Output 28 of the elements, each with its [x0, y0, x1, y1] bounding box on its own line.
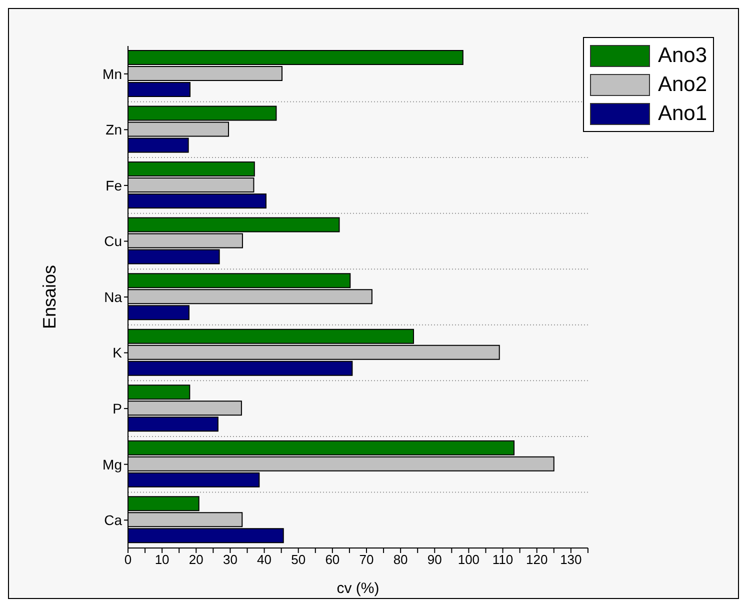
x-tick-label: 60	[325, 552, 340, 568]
y-tick-label: Fe	[106, 177, 122, 194]
legend-label: Ano1	[658, 102, 707, 126]
y-tick-label: Zn	[106, 122, 122, 138]
x-axis-title: cv (%)	[336, 580, 380, 597]
y-tick-label: K	[112, 344, 123, 361]
legend-label: Ano3	[658, 44, 707, 68]
x-tick-label: 110	[492, 552, 514, 568]
x-tick-label: 40	[257, 552, 272, 568]
x-tick-label: 90	[427, 552, 442, 568]
x-tick-label: 0	[124, 552, 132, 568]
x-tick-label: 20	[188, 552, 204, 568]
x-tick-label: 120	[526, 552, 548, 568]
y-tick-label: Ca	[104, 512, 122, 528]
x-tick-label: 130	[560, 552, 582, 568]
y-tick-label: Mn	[102, 66, 122, 82]
x-tick-label: 100	[458, 552, 480, 568]
y-tick-label: P	[112, 400, 122, 417]
legend-label: Ano2	[658, 72, 707, 96]
y-axis-title: Ensaios	[39, 264, 60, 330]
x-tick-label: 70	[359, 552, 374, 568]
x-tick-label: 80	[393, 552, 408, 568]
x-tick-label: 50	[291, 552, 306, 568]
y-tick-label: Mg	[102, 456, 122, 472]
x-tick-label: 30	[222, 552, 238, 568]
y-tick-label: Na	[104, 288, 122, 305]
y-tick-label: Cu	[104, 233, 122, 250]
x-tick-label: 10	[154, 552, 170, 568]
